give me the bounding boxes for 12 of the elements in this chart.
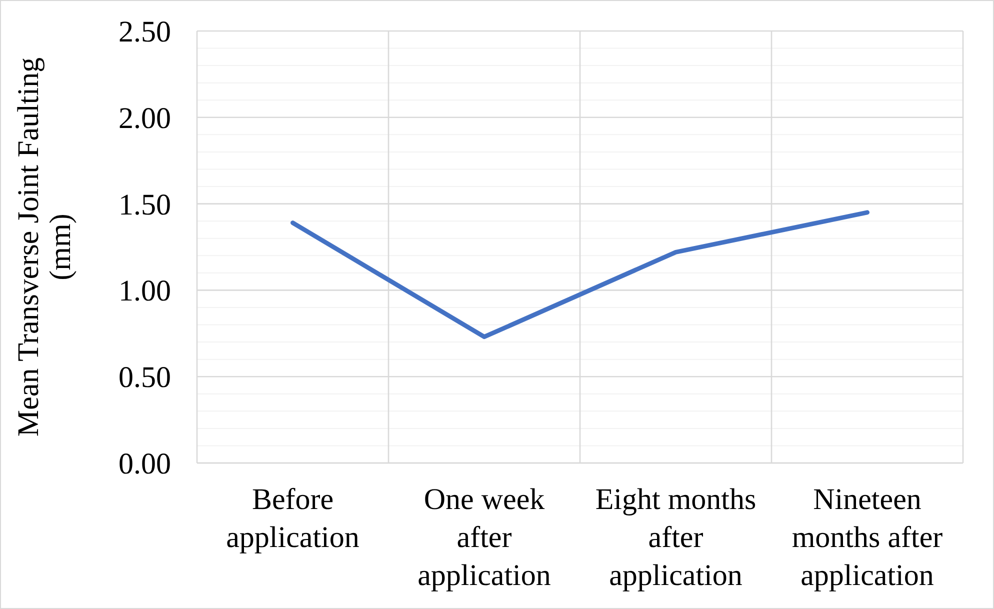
y-tick-label: 2.50 [118, 16, 171, 48]
x-tick-label: Before application [226, 483, 360, 554]
x-tick-label: Eight months after application [595, 483, 756, 592]
x-tick-label: Nineteen months after application [792, 483, 943, 592]
y-tick-label: 0.50 [118, 361, 171, 394]
y-tick-label: 1.50 [118, 188, 171, 222]
y-tick-label: 2.00 [118, 102, 171, 135]
line-series [290, 210, 870, 340]
y-axis-title: Mean Transverse Joint Faulting (mm) [12, 57, 77, 437]
y-tick-label: 0.00 [118, 448, 171, 480]
y-tick-label: 1.00 [118, 274, 171, 308]
x-tick-label: One week after application [418, 483, 551, 592]
